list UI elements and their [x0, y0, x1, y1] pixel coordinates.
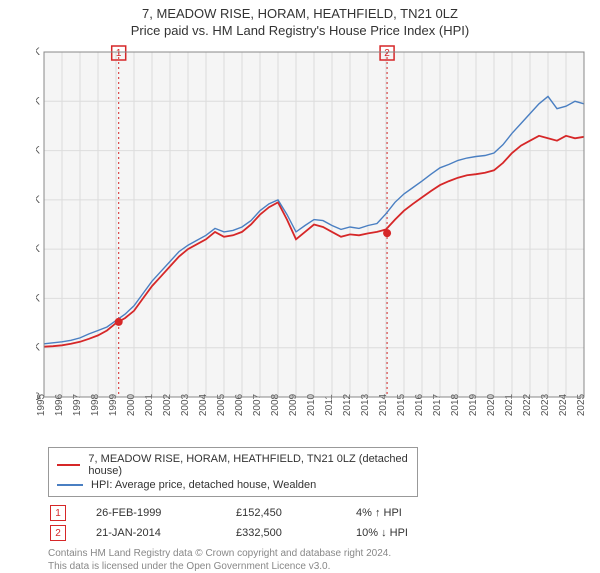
legend-box: 7, MEADOW RISE, HORAM, HEATHFIELD, TN21 …	[48, 447, 418, 497]
svg-text:2: 2	[384, 48, 390, 59]
chart-title: 7, MEADOW RISE, HORAM, HEATHFIELD, TN21 …	[0, 6, 600, 21]
chart-svg: £0£100K£200K£300K£400K£500K£600K£700K199…	[36, 42, 596, 427]
svg-text:£200K: £200K	[36, 292, 41, 304]
transaction-date: 21-JAN-2014	[96, 527, 206, 539]
legend-row: HPI: Average price, detached house, Weal…	[57, 478, 409, 492]
legend-label: HPI: Average price, detached house, Weal…	[91, 479, 316, 491]
transaction-date: 26-FEB-1999	[96, 507, 206, 519]
svg-text:£600K: £600K	[36, 95, 41, 107]
chart-area: £0£100K£200K£300K£400K£500K£600K£700K199…	[36, 42, 596, 427]
transaction-row: 2 21-JAN-2014 £332,500 10% ↓ HPI	[50, 525, 558, 541]
legend-swatch	[57, 484, 83, 486]
svg-text:1: 1	[116, 48, 122, 59]
transaction-price: £152,450	[236, 507, 326, 519]
footer-line-1: Contains HM Land Registry data © Crown c…	[48, 547, 558, 560]
transaction-change: 4% ↑ HPI	[356, 507, 402, 519]
svg-text:£400K: £400K	[36, 194, 41, 206]
transaction-marker-box: 2	[50, 525, 66, 541]
svg-text:£300K: £300K	[36, 243, 41, 255]
chart-subtitle: Price paid vs. HM Land Registry's House …	[0, 23, 600, 38]
legend-swatch	[57, 464, 80, 466]
transaction-marker-box: 1	[50, 505, 66, 521]
legend-block: 7, MEADOW RISE, HORAM, HEATHFIELD, TN21 …	[48, 447, 558, 573]
legend-row: 7, MEADOW RISE, HORAM, HEATHFIELD, TN21 …	[57, 452, 409, 478]
footer-text: Contains HM Land Registry data © Crown c…	[48, 547, 558, 573]
svg-text:£500K: £500K	[36, 145, 41, 157]
legend-label: 7, MEADOW RISE, HORAM, HEATHFIELD, TN21 …	[88, 453, 409, 477]
transaction-row: 1 26-FEB-1999 £152,450 4% ↑ HPI	[50, 505, 558, 521]
transaction-rows: 1 26-FEB-1999 £152,450 4% ↑ HPI 2 21-JAN-2014…	[48, 505, 558, 541]
footer-line-2: This data is licensed under the Open Gov…	[48, 560, 558, 573]
transaction-price: £332,500	[236, 527, 326, 539]
svg-text:£100K: £100K	[36, 342, 41, 354]
svg-text:£700K: £700K	[36, 46, 41, 58]
transaction-change: 10% ↓ HPI	[356, 527, 408, 539]
